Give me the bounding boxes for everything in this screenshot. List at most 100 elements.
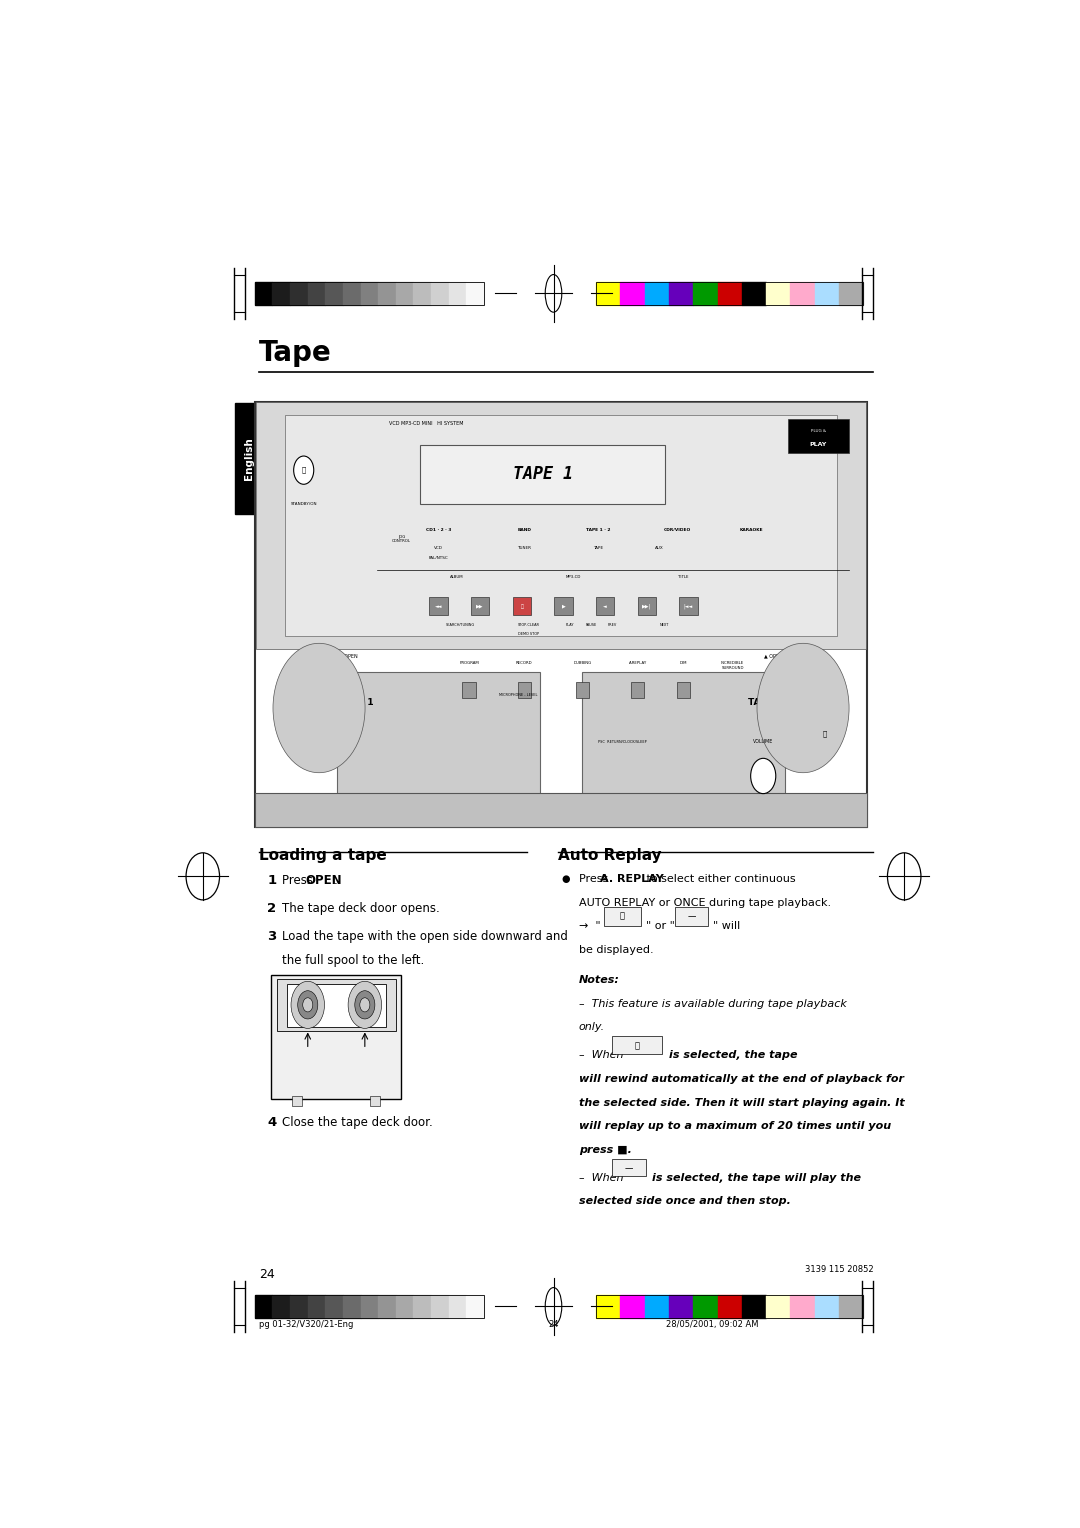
Text: will replay up to a maximum of 20 times until you: will replay up to a maximum of 20 times … [579, 1122, 891, 1131]
Text: MICROPHONE - LEVEL: MICROPHONE - LEVEL [499, 694, 538, 697]
Circle shape [769, 660, 838, 756]
Bar [414, 1296, 431, 1317]
Text: A. REPLAY: A. REPLAY [599, 874, 663, 885]
Bar [255, 793, 867, 827]
Text: PSC  RETURN/CLOCK/SLEEP: PSC RETURN/CLOCK/SLEEP [598, 740, 647, 744]
Bar [429, 596, 448, 616]
Bar [276, 979, 396, 1031]
Text: selected side once and then stop.: selected side once and then stop. [579, 1196, 791, 1207]
Bar [308, 283, 325, 304]
Bar [620, 1296, 645, 1317]
Text: A.REPLAY: A.REPLAY [629, 662, 647, 665]
Bar [596, 596, 615, 616]
Text: Load the tape with the open side downward and: Load the tape with the open side downwar… [282, 931, 568, 943]
Bar [420, 445, 665, 504]
Text: Press: Press [579, 874, 611, 885]
Bar [596, 1296, 863, 1317]
Text: ▲ OPEN: ▲ OPEN [339, 652, 357, 659]
Bar [717, 1296, 742, 1317]
Text: PLAY: PLAY [810, 442, 827, 448]
Bar [293, 1097, 302, 1106]
Bar [717, 283, 742, 304]
Text: STANDBY/ON: STANDBY/ON [291, 503, 316, 506]
Text: the full spool to the left.: the full spool to the left. [282, 953, 424, 967]
Text: TAPE: TAPE [593, 547, 603, 550]
Text: PREV: PREV [607, 623, 617, 626]
Bar [839, 1296, 863, 1317]
Circle shape [348, 981, 381, 1028]
Bar [337, 672, 540, 817]
Text: VCD MP3-CD MINI   HI SYSTEM: VCD MP3-CD MINI HI SYSTEM [390, 420, 464, 426]
Bar [742, 283, 766, 304]
Bar [272, 1296, 289, 1317]
Text: is selected, the tape: is selected, the tape [669, 1050, 797, 1060]
Bar [256, 402, 866, 648]
Bar [631, 683, 645, 698]
Text: 24: 24 [549, 1320, 558, 1329]
Bar [766, 283, 791, 304]
Text: 3139 115 20852: 3139 115 20852 [805, 1265, 874, 1274]
Circle shape [298, 990, 318, 1019]
Text: NEXT: NEXT [659, 623, 669, 626]
Text: ALBUM: ALBUM [450, 575, 463, 579]
Text: PAL/NTSC: PAL/NTSC [429, 556, 448, 559]
Bar [576, 683, 590, 698]
Text: be displayed.: be displayed. [579, 944, 653, 955]
Text: VCD: VCD [434, 547, 443, 550]
Text: 24: 24 [259, 1268, 274, 1280]
Bar [285, 414, 837, 636]
Text: ▶: ▶ [562, 604, 565, 608]
Text: –  This feature is available during tape playback: – This feature is available during tape … [579, 999, 847, 1008]
Bar [645, 283, 669, 304]
Bar [467, 283, 484, 304]
Bar [361, 283, 378, 304]
Text: " or ": " or " [646, 921, 674, 931]
Bar [637, 596, 656, 616]
Text: —: — [624, 1164, 633, 1172]
Bar [325, 283, 342, 304]
Circle shape [294, 455, 314, 484]
Bar [787, 419, 849, 454]
Bar [370, 1097, 380, 1106]
Text: 4: 4 [267, 1117, 276, 1129]
Text: –  When: – When [579, 1050, 623, 1060]
Bar [449, 1296, 467, 1317]
Text: Close the tape deck door.: Close the tape deck door. [282, 1117, 433, 1129]
Text: STOP-CLEAR: STOP-CLEAR [517, 623, 540, 626]
Circle shape [782, 678, 824, 736]
Bar [596, 283, 863, 304]
Text: TAPE 2: TAPE 2 [748, 698, 783, 707]
Circle shape [273, 643, 365, 773]
Text: 28/05/2001, 09:02 AM: 28/05/2001, 09:02 AM [666, 1320, 759, 1329]
Bar [814, 1296, 839, 1317]
Text: Press: Press [282, 874, 318, 886]
Bar [791, 1296, 814, 1317]
Text: PLAY: PLAY [566, 623, 575, 626]
Text: TITLE: TITLE [678, 575, 689, 579]
Circle shape [302, 998, 313, 1012]
Bar [378, 283, 396, 304]
Bar [431, 1296, 449, 1317]
Bar [342, 283, 361, 304]
Bar [467, 1296, 484, 1317]
Text: ▲ OPEN: ▲ OPEN [765, 652, 783, 659]
Text: ▶▶: ▶▶ [476, 604, 484, 608]
Text: TAPE 1: TAPE 1 [339, 698, 374, 707]
Text: ⦾: ⦾ [620, 912, 625, 921]
Text: –  When: – When [579, 1174, 623, 1183]
Text: INCREDIBLE
SURROUND: INCREDIBLE SURROUND [721, 662, 744, 669]
Bar [513, 596, 531, 616]
Bar [361, 1296, 378, 1317]
Bar [272, 283, 289, 304]
Bar [693, 283, 717, 304]
Text: PROGRAM: PROGRAM [459, 662, 480, 665]
Bar [693, 1296, 717, 1317]
Text: RECORD: RECORD [516, 662, 532, 665]
Bar [517, 683, 531, 698]
Bar [679, 596, 698, 616]
Bar [255, 1296, 484, 1317]
Bar [255, 1296, 272, 1317]
Text: AUTO REPLAY or ONCE during tape playback.: AUTO REPLAY or ONCE during tape playback… [579, 897, 831, 908]
Bar [431, 283, 449, 304]
Bar [612, 1036, 662, 1054]
